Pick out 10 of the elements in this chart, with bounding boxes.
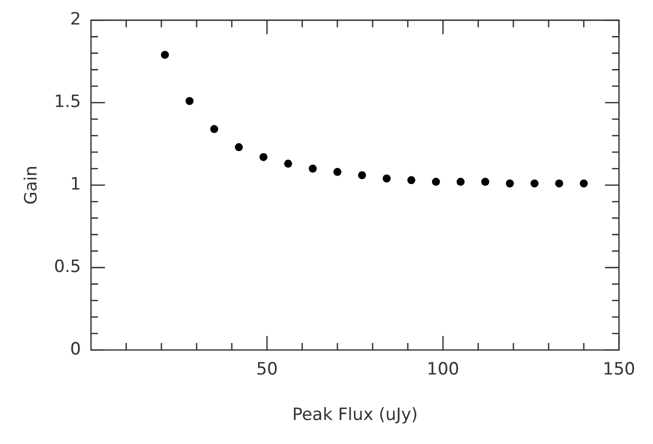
x-tick-label: 50 [256, 360, 278, 380]
y-tick-label: 0.5 [54, 256, 81, 277]
y-tick-label: 1.5 [54, 92, 81, 112]
y-axis-title: Gain [22, 166, 42, 205]
x-tick-label: 150 [602, 360, 636, 380]
x-tick-label: 100 [426, 360, 460, 380]
y-tick-label: 1 [70, 174, 81, 195]
x-axis-title: Peak Flux (uJy) [292, 405, 418, 426]
y-tick-label: 0 [70, 339, 81, 360]
y-tick-label: 2 [70, 10, 81, 30]
